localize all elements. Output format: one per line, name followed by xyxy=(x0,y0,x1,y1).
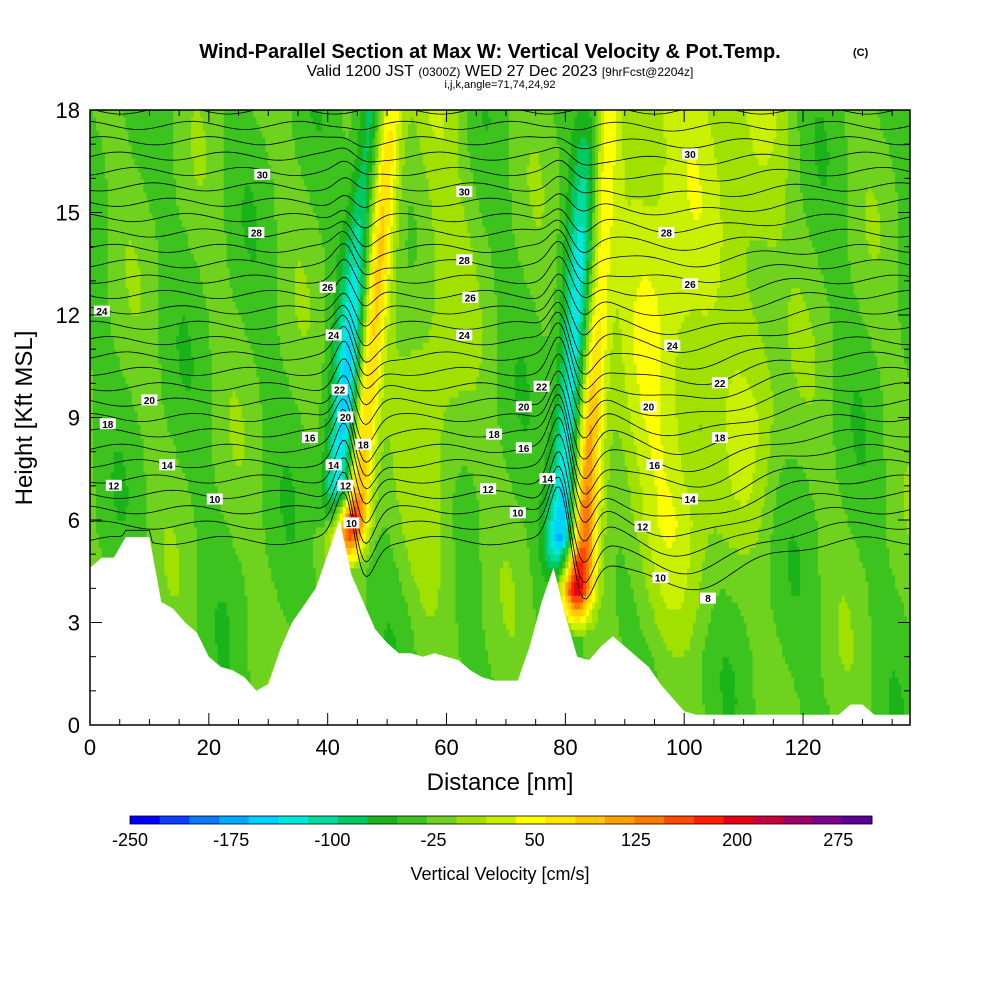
velocity-field xyxy=(90,103,911,725)
chart-subtitle: Valid 1200 JST (0300Z) WED 27 Dec 2023 [… xyxy=(307,63,694,80)
chart-title: Wind-Parallel Section at Max W: Vertical… xyxy=(199,41,780,63)
chart-title-mark: (C) xyxy=(853,47,869,59)
chart-indices: i,j,k,angle=71,74,24,92 xyxy=(444,79,555,91)
chart-svg: Wind-Parallel Section at Max W: Vertical… xyxy=(0,0,1000,1000)
plot-area xyxy=(90,91,911,731)
